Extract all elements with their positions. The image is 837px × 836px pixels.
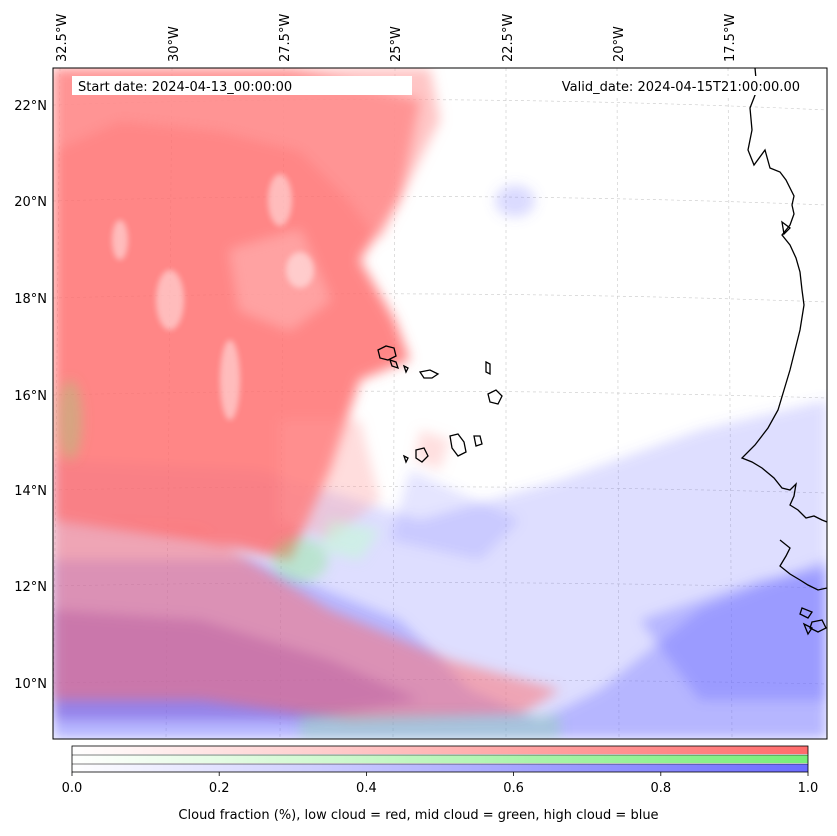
lat-label: 18°N [14, 292, 47, 307]
colorbar-frame [71, 745, 809, 773]
lat-label: 12°N [14, 580, 47, 595]
lat-label: 22°N [14, 99, 47, 114]
lon-label: 17.5°W [723, 14, 738, 62]
colorbar-low-cloud [72, 746, 808, 754]
coastline [740, 68, 827, 636]
lon-label: 30°W [167, 26, 182, 62]
cape-verde-islands [377, 345, 503, 464]
colorbar-tick: 0.2 [209, 781, 230, 796]
lon-label: 20°W [612, 26, 627, 62]
colorbar-tick: 0.6 [503, 781, 524, 796]
low-cloud-layer [53, 68, 560, 720]
colorbar-tick: 0.4 [356, 781, 377, 796]
valid-date-label: Valid_date: 2024-04-15T21:00:00.00 [562, 80, 800, 95]
lon-label: 27.5°W [278, 14, 293, 62]
lon-label: 22.5°W [501, 14, 516, 62]
start-date-box [72, 76, 412, 95]
lon-label: 25°W [389, 26, 404, 62]
colorbar-caption: Cloud fraction (%), low cloud = red, mid… [178, 808, 659, 823]
lat-label: 20°N [14, 195, 47, 210]
colorbar-high-cloud [72, 764, 808, 772]
latitude-labels: 22°N 20°N 18°N 16°N 14°N 12°N 10°N [14, 99, 47, 692]
lat-label: 14°N [14, 484, 47, 499]
lon-label: 32.5°W [55, 14, 70, 62]
colorbar-tick: 0.0 [62, 781, 83, 796]
longitude-labels: 32.5°W 30°W 27.5°W 25°W 22.5°W 20°W 17.5… [55, 14, 738, 62]
lat-label: 16°N [14, 389, 47, 404]
start-date-label: Start date: 2024-04-13_00:00:00 [78, 80, 292, 95]
colorbar: 0.0 0.2 0.4 0.6 0.8 1.0 [62, 745, 819, 796]
colorbar-mid-cloud [72, 755, 808, 763]
map-frame [52, 67, 828, 740]
mid-cloud-layer [58, 380, 560, 739]
valid-date-box [538, 76, 808, 95]
colorbar-tick: 0.8 [650, 781, 671, 796]
colorbar-tick: 1.0 [798, 781, 819, 796]
lat-label: 10°N [14, 677, 47, 692]
cloud-texture [112, 174, 314, 420]
